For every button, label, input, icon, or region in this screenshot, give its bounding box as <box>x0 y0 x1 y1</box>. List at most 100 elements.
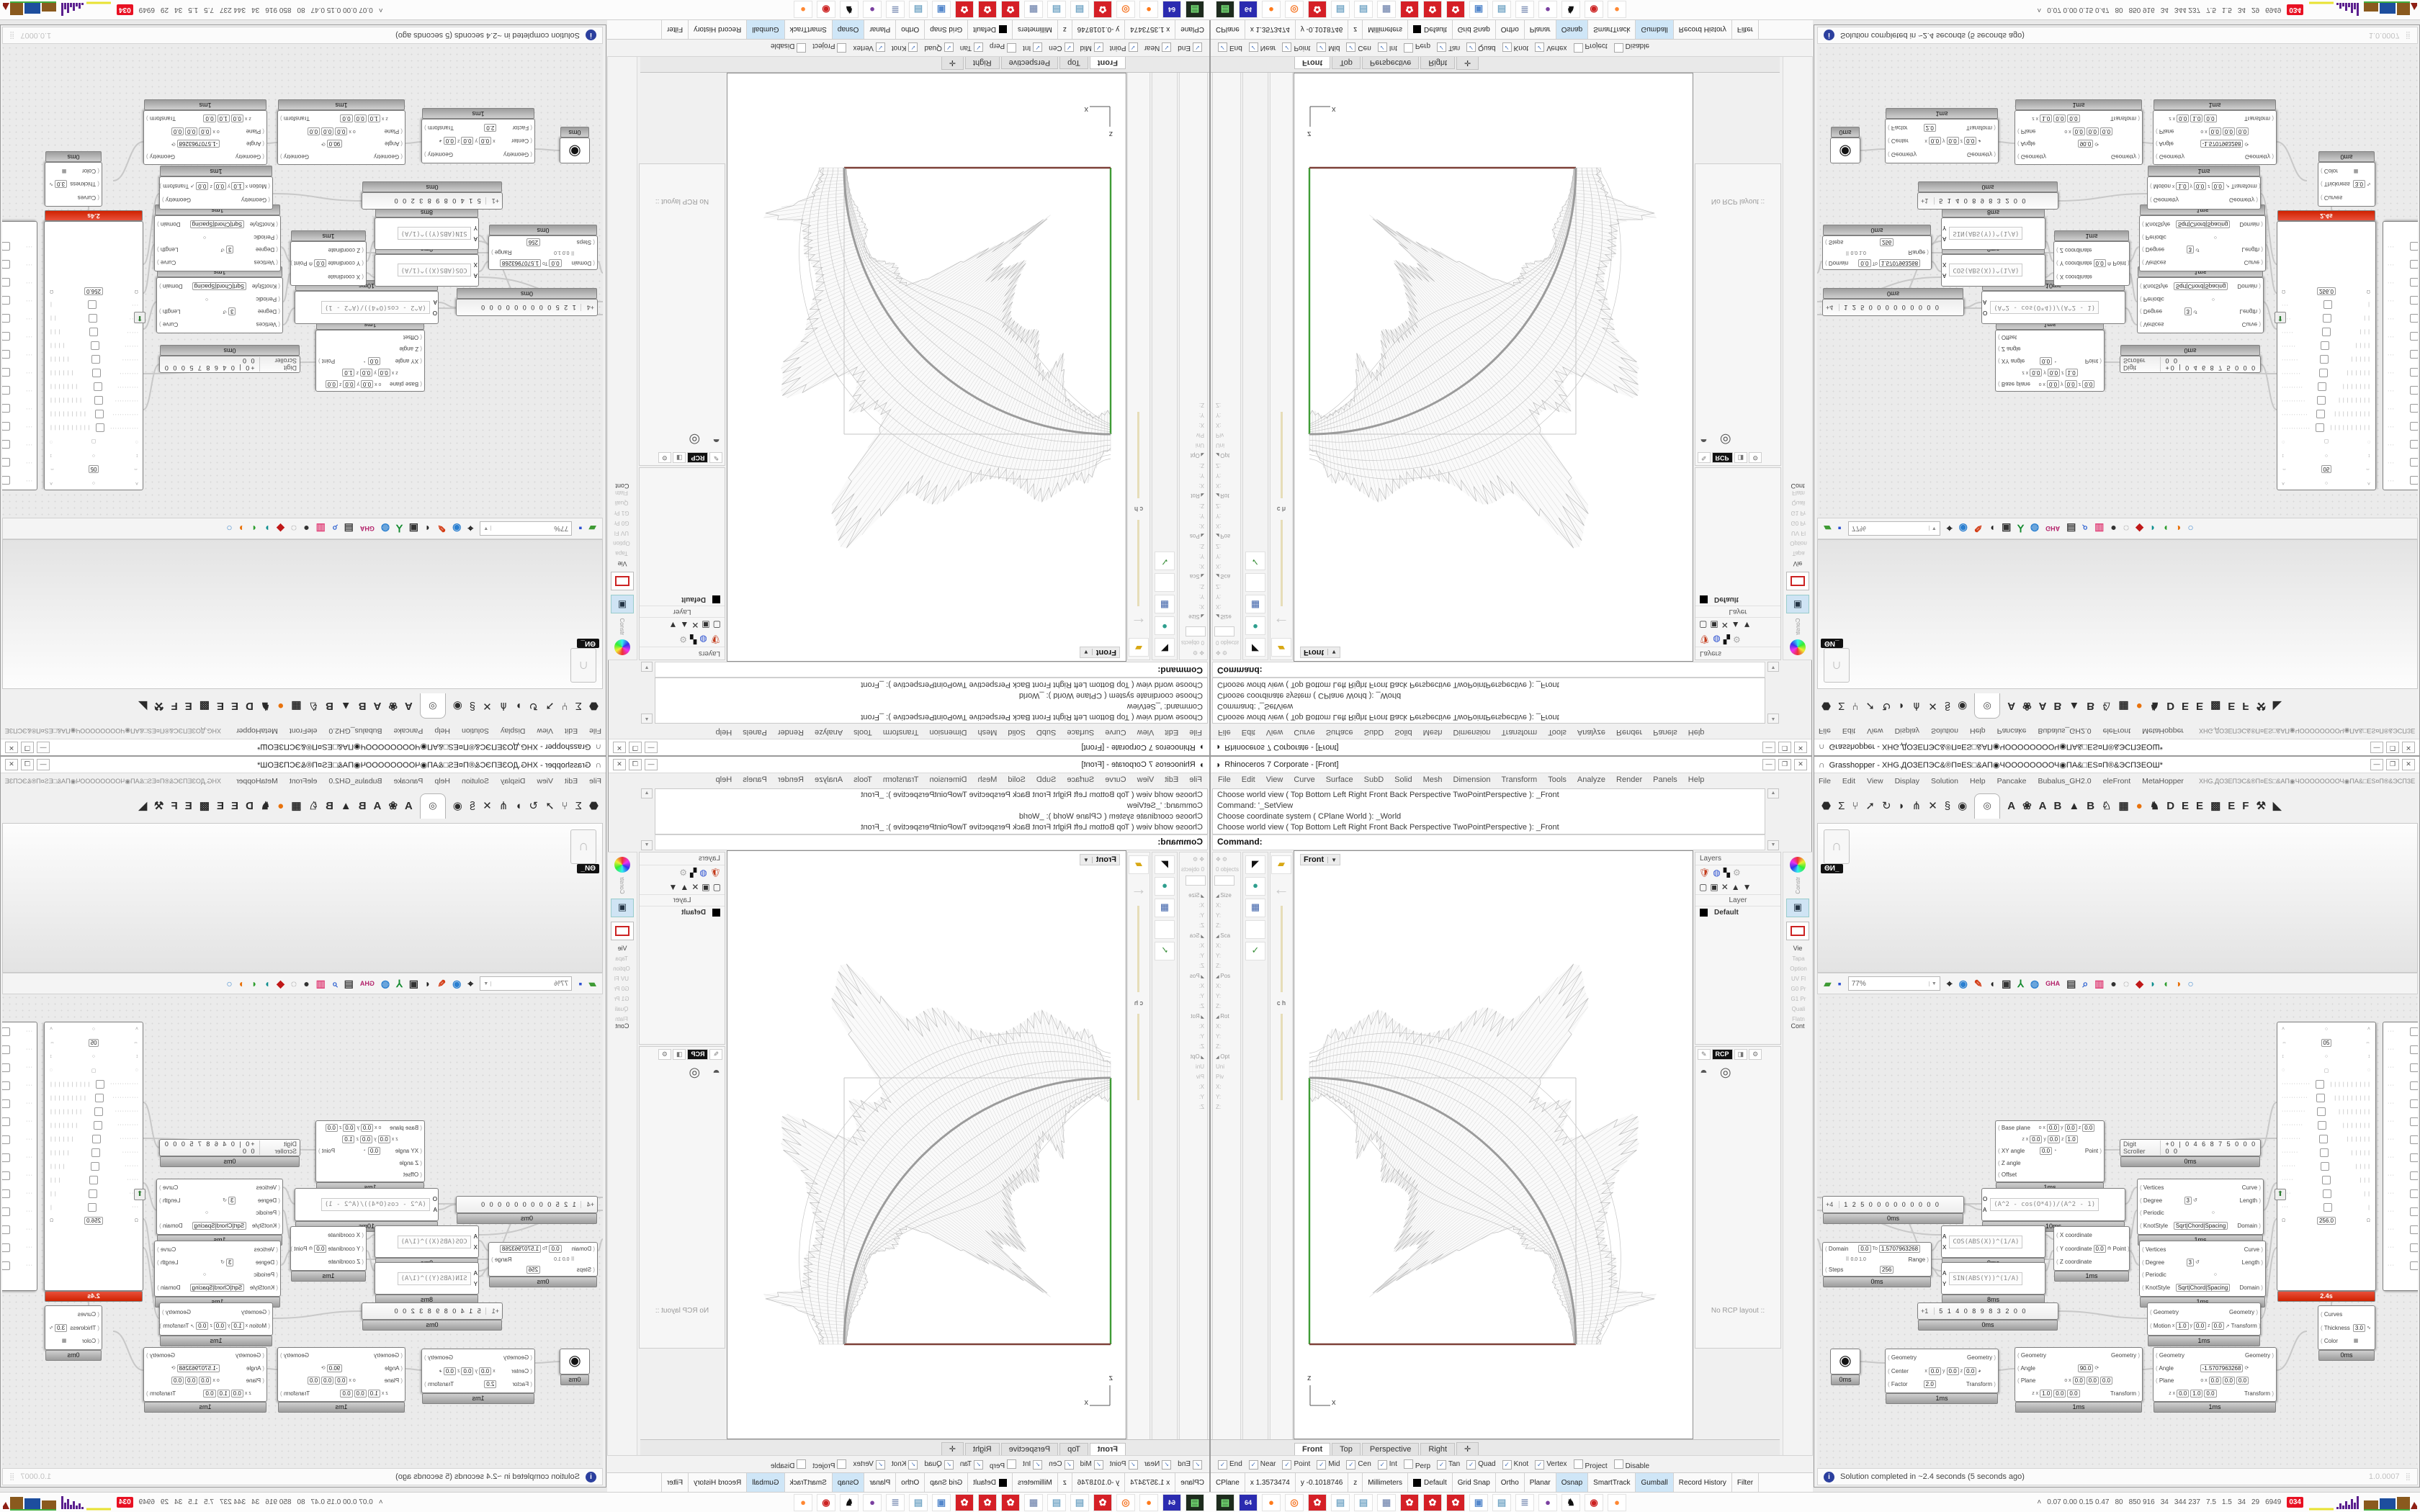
gh-category-icon-1[interactable]: Σ <box>1838 799 1845 812</box>
red-rectangle-icon[interactable] <box>1786 921 1809 940</box>
gh-minimize-button[interactable]: — <box>37 742 50 753</box>
gh-toolbar-icon-3[interactable]: ◖ <box>424 523 431 534</box>
gp-item-box[interactable] <box>2410 476 2418 485</box>
gp-item-box[interactable] <box>2410 1261 2418 1270</box>
gh-value-chip[interactable]: 0.0 <box>2046 1124 2060 1133</box>
rcp-tab-✎[interactable]: ✎ <box>1698 1049 1711 1060</box>
gp-item-box[interactable] <box>87 300 97 310</box>
zoom-select[interactable]: 77% ▼ <box>480 976 573 991</box>
status-z[interactable]: z <box>1348 1473 1363 1493</box>
gh-value-chip[interactable]: 0.0 <box>199 1377 212 1385</box>
gh-value-chip[interactable]: 3.0 <box>55 1323 68 1332</box>
gh-category-icon-8[interactable]: § <box>469 700 476 713</box>
gh-toolbar-icon-8[interactable]: ▤ <box>344 977 354 989</box>
gh-node-expr-sin[interactable]: A Y SIN(ABS(Y))^(1/A) 8ms <box>1941 207 2045 250</box>
rcp-tab-rcp[interactable]: RCP <box>687 1049 709 1060</box>
status-planar[interactable]: Planar <box>1524 19 1556 39</box>
gh-plugin-tab-10[interactable]: D <box>2166 700 2175 713</box>
layers-edit-icon-1[interactable]: ▣ <box>1710 882 1718 892</box>
osnap-checkbox-tan[interactable]: ✓ <box>973 42 983 52</box>
gh-toolbar-icon-1[interactable]: ◉ <box>452 977 462 989</box>
gh-value-chip[interactable]: 0.0 <box>203 1389 216 1398</box>
gh-category-icon-3[interactable]: ➚ <box>545 800 555 812</box>
rhino-viewport-front[interactable]: Front ▼ z x <box>1294 73 1693 662</box>
taskbar-app-icon-13[interactable]: ≣ <box>886 1 905 19</box>
gh-node-partial-panel[interactable]: ··· ··· ··· ··· ··· ··· ··· ··· ··· ··· ··· ··· ··· ·… <box>2383 1022 2418 1291</box>
slider-digits[interactable]: 1 2 5 0 0 0 0 0 0 0 0 0 <box>1839 304 1940 311</box>
gp-item-box[interactable] <box>2410 1189 2418 1198</box>
swatch-box[interactable] <box>1245 573 1265 592</box>
rcp-tab-✎[interactable]: ✎ <box>709 452 722 463</box>
gp-item-box[interactable] <box>2410 242 2418 251</box>
viewport-tab-front[interactable]: Front <box>1089 57 1126 69</box>
gp-item-box[interactable] <box>2323 1202 2333 1212</box>
layers-icon-0[interactable]: 🛡 <box>709 868 721 878</box>
gh-toolbar-icon-12[interactable]: ◌ <box>290 978 297 989</box>
viewport-tab-perspective[interactable]: Perspective <box>1000 57 1059 69</box>
gh-plugin-tab-15[interactable]: F <box>171 799 178 812</box>
gumball-icon[interactable]: ✥ ⚙ <box>1192 856 1204 863</box>
gp-item-box[interactable] <box>2410 1027 2418 1036</box>
gh-value-chip[interactable]: 0.0 <box>2204 114 2217 123</box>
osnap-checkbox-cen[interactable]: ✓ <box>1346 1460 1356 1470</box>
taskbar-app-icon-12[interactable]: ▤ <box>909 1 928 19</box>
gh-plugin-tab-4[interactable]: ▲ <box>2069 799 2080 812</box>
cap-icon[interactable]: ◤ <box>1245 638 1265 657</box>
gp-count-chip[interactable]: 256.0 <box>2316 1217 2336 1225</box>
gh-category-icon-0[interactable]: ⬣ <box>1821 700 1832 712</box>
layers-icon-0[interactable]: 🛡 <box>1699 868 1711 878</box>
osnap-checkbox-project[interactable] <box>1573 43 1583 53</box>
osnap-checkbox-end[interactable]: ✓ <box>1193 42 1202 52</box>
viewport-title-chip[interactable]: Front ▼ <box>1079 647 1120 658</box>
viewport-dropdown-icon[interactable]: ▼ <box>1327 649 1337 656</box>
gh-toolbar-icon-11[interactable]: ● <box>303 978 310 989</box>
gh-value-chip[interactable]: 3 <box>228 1196 236 1205</box>
gh-toolbar-icon-6[interactable]: ◍ <box>380 523 390 535</box>
rhino-minimize-button[interactable]: — <box>645 742 658 753</box>
gh-value-chip[interactable]: 0.0 <box>185 127 198 135</box>
gh-category-icon-3[interactable]: ➚ <box>1865 700 1875 712</box>
gh-value-chip[interactable]: 1.0 <box>2040 114 2053 123</box>
gh-plugin-tab-16[interactable]: ⚒ <box>2256 800 2266 812</box>
viewport-title-chip[interactable]: Front ▼ <box>1300 854 1341 865</box>
gh-menu-file[interactable]: File <box>1819 777 1831 786</box>
gh-plugin-tab-5[interactable]: B <box>325 799 333 812</box>
gp-item-box[interactable] <box>2 242 10 251</box>
slider-digits[interactable]: +0 | 0 4 6 8 7 5 0 0 0 0 0 <box>2160 357 2257 372</box>
gh-value-chip[interactable]: Sqrt|Chord|Spacing <box>2173 282 2228 290</box>
gh-menu-edit[interactable]: Edit <box>1842 726 1856 735</box>
gp-item-box[interactable] <box>2410 1171 2418 1180</box>
layers-icon-1[interactable]: ◍ <box>699 868 707 878</box>
gh-plugin-tab-17[interactable]: ◣ <box>2272 800 2282 812</box>
gp-upload-icon[interactable]: ⬆ <box>2275 312 2286 324</box>
gh-category-icon-7[interactable]: ✕ <box>1928 700 1937 712</box>
gh-value-chip[interactable]: 0.0 <box>549 1244 562 1253</box>
rcp-object-icons[interactable]: ◓ ◎ <box>684 1065 720 1079</box>
panel-input[interactable] <box>1214 876 1234 886</box>
photo-icon[interactable]: ▦ <box>1245 595 1265 613</box>
gh-value-chip[interactable]: 1.5707963268 <box>1878 1244 1921 1253</box>
taskbar-app-icon-2[interactable]: ● <box>1139 1493 1158 1511</box>
cap-icon[interactable]: ◤ <box>1155 638 1175 657</box>
gp-item-box[interactable] <box>2 278 10 287</box>
gh-toolbar-icon-6[interactable]: ◍ <box>2030 977 2040 989</box>
layers-icon-2[interactable]: ▚ <box>690 634 697 644</box>
expression-text[interactable]: SIN(ABS(Y))^(1/A) <box>397 1272 471 1285</box>
status-grid[interactable]: Grid Snap <box>1452 19 1496 39</box>
swatch-box[interactable] <box>1155 920 1175 939</box>
gp-chip[interactable]: 05 <box>88 1039 99 1047</box>
gh-menu-display[interactable]: Display <box>1894 777 1920 786</box>
status-planar[interactable]: Planar <box>864 19 896 39</box>
gh-node-move[interactable]: GeometryGeometryMotionx1.0y0.0z0.0↗Trans… <box>2147 1302 2261 1346</box>
gh-plugin-tab-5[interactable]: B <box>2087 700 2095 713</box>
gh-menu-solution[interactable]: Solution <box>462 777 489 786</box>
osnap-checkbox-cen[interactable]: ✓ <box>1346 42 1356 52</box>
gh-toolbar-icon-1[interactable]: ◉ <box>1958 977 1968 989</box>
gh-titlebar[interactable]: ∩ Grasshopper - XHG.ДОЗЕПЭС&®П¤ЕЅ□&АП◉ЧО… <box>1814 739 2419 755</box>
gh-menu-bubalus_gh2.0[interactable]: Bubalus_GH2.0 <box>2038 777 2092 786</box>
rhino-titlebar[interactable]: ◑ Rhinoceros 7 Corporate - [Front] <box>609 739 1209 755</box>
gp-item-box[interactable] <box>2316 410 2325 419</box>
